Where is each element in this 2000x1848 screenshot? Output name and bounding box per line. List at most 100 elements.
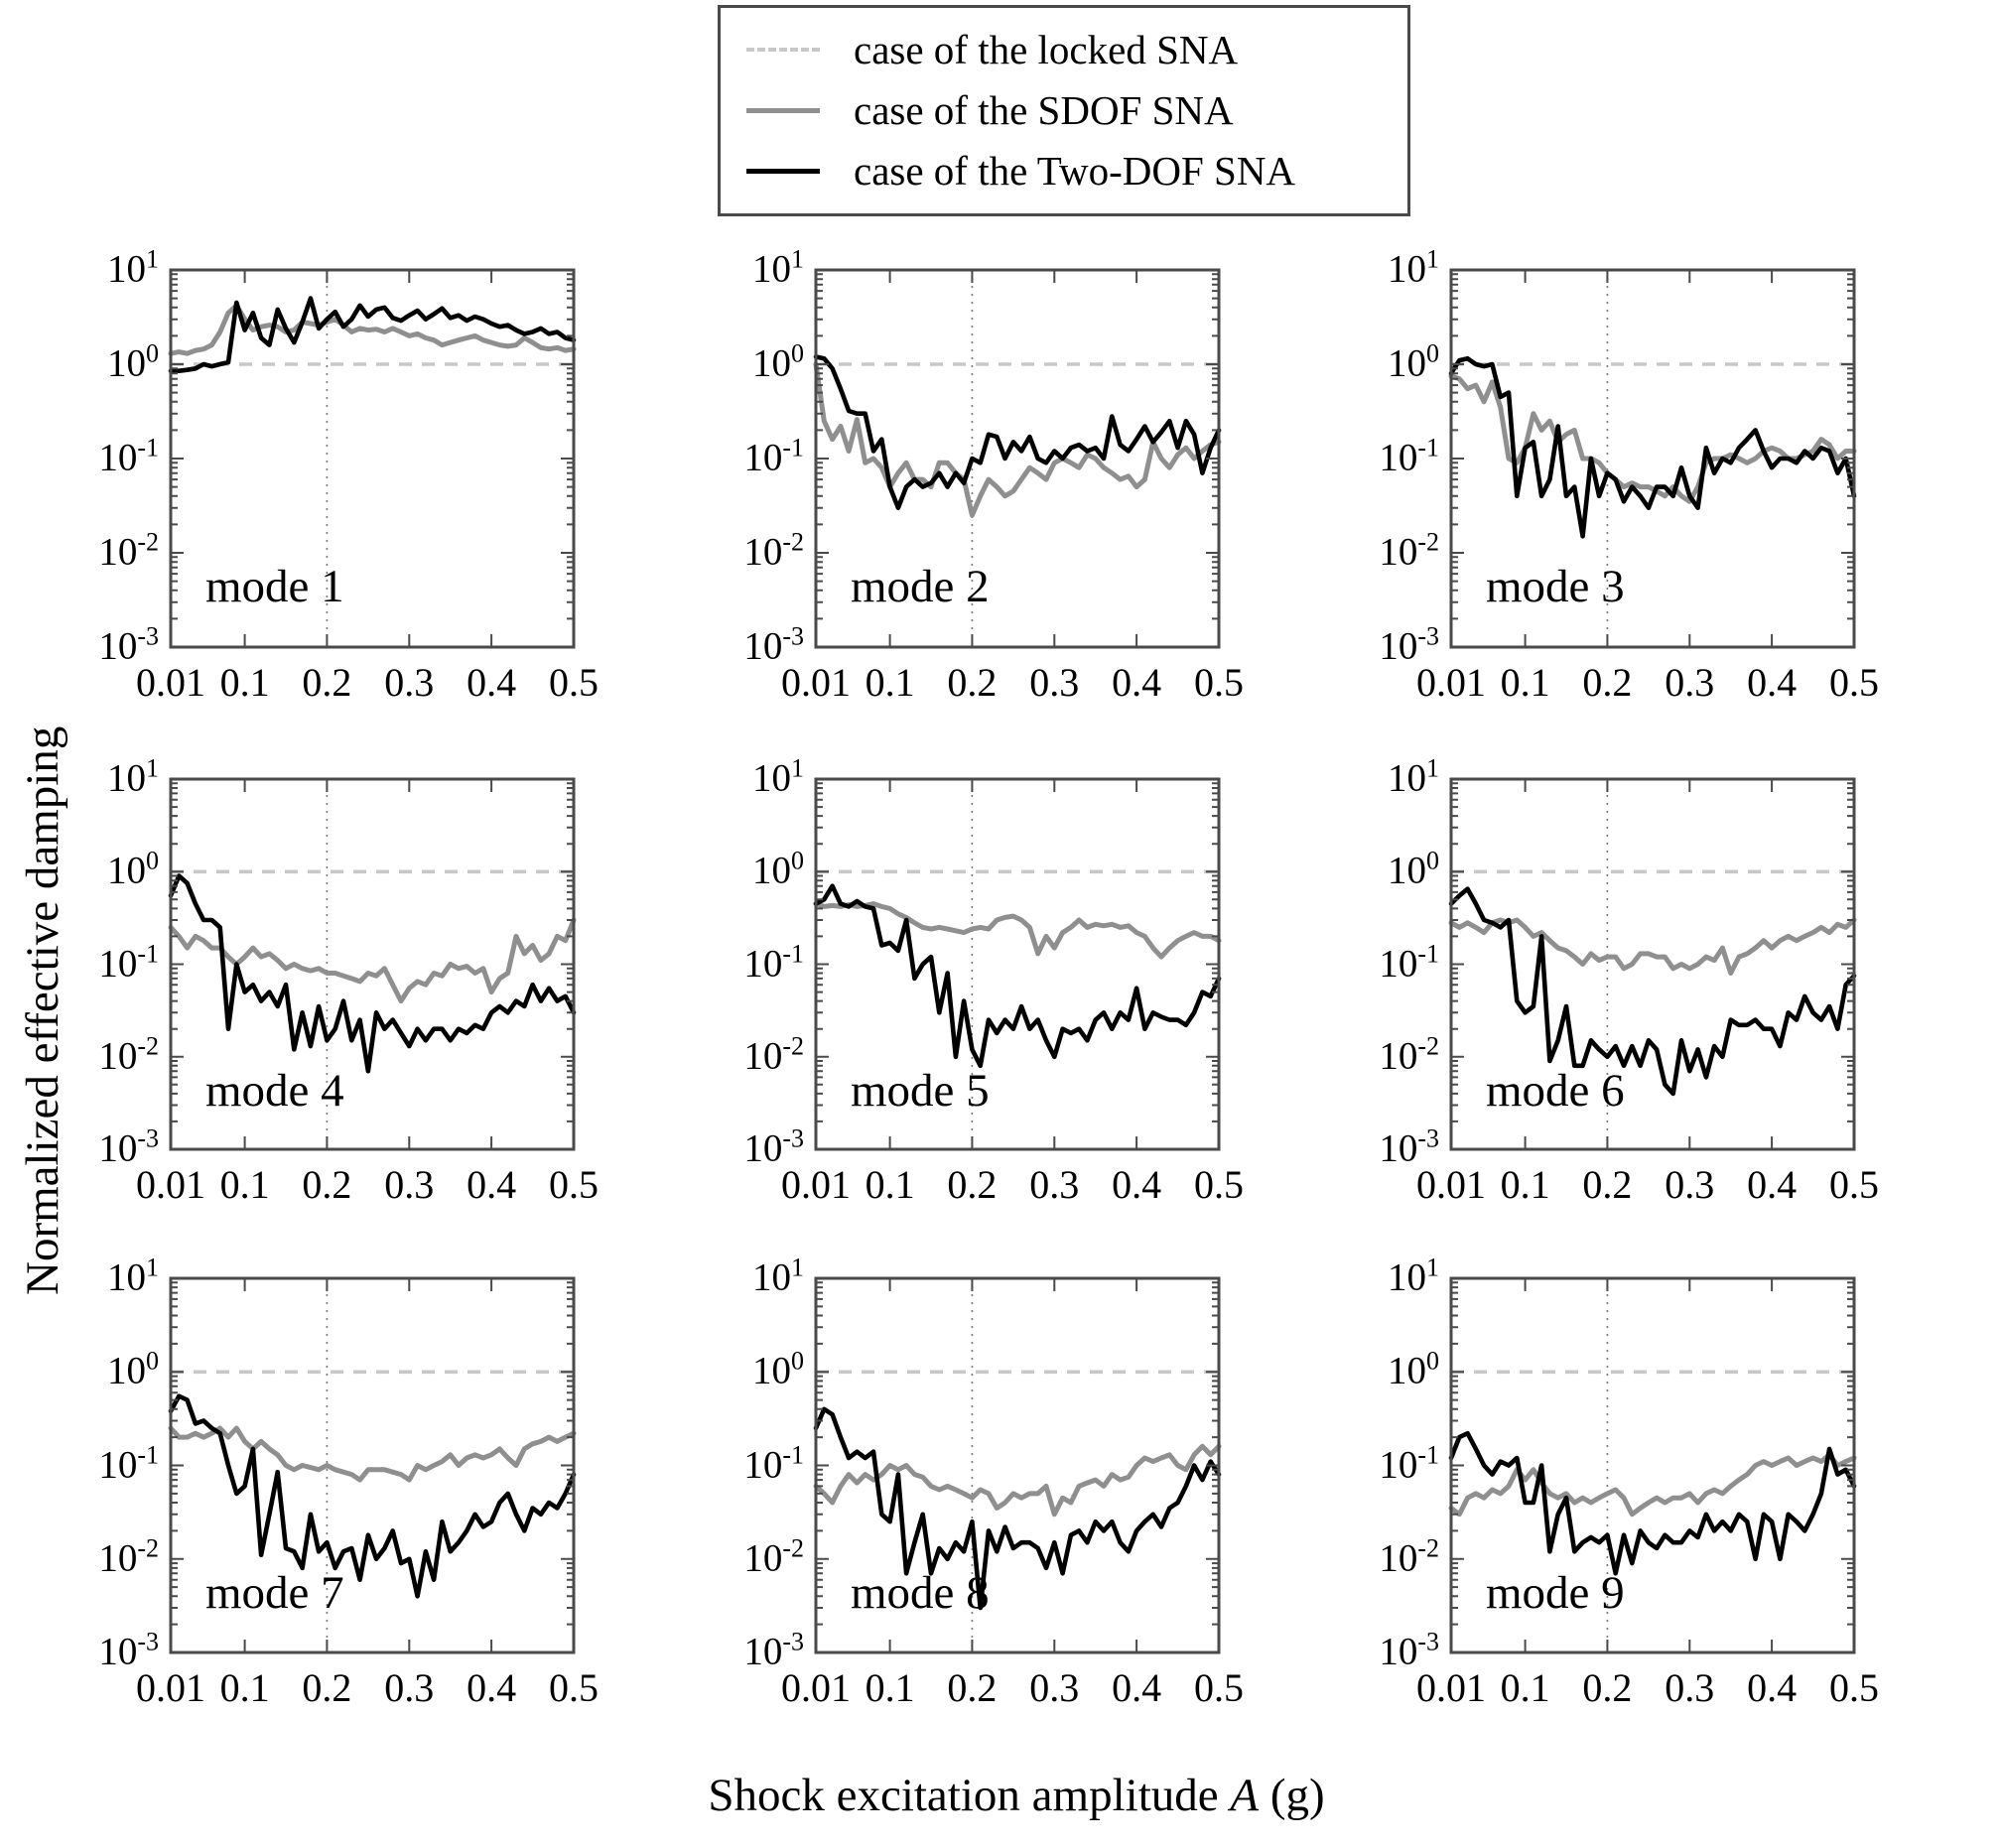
y-tick-label: 101 bbox=[1388, 753, 1439, 800]
twodof-sna-line bbox=[168, 873, 577, 1074]
sdof-sna-line bbox=[168, 1425, 577, 1483]
x-tick-label: 0.4 bbox=[467, 1665, 517, 1710]
y-tick-label: 10-3 bbox=[743, 1627, 804, 1673]
x-tick-label: 0.1 bbox=[865, 660, 915, 705]
y-tick-label: 10-3 bbox=[98, 1627, 159, 1673]
y-tick-label: 10-2 bbox=[1379, 1031, 1439, 1078]
x-tick-label: 0.01 bbox=[1416, 1162, 1486, 1207]
legend-label-locked: case of the locked SNA bbox=[854, 26, 1239, 72]
black-line-swatch-icon bbox=[746, 169, 820, 174]
plot-canvas bbox=[168, 777, 577, 1151]
x-tick-label: 0.1 bbox=[865, 1162, 915, 1207]
x-axis-title: Shock excitation amplitude A (g) bbox=[708, 1769, 1324, 1822]
y-tick-label: 10-3 bbox=[1379, 1123, 1439, 1170]
x-tick-label: 0.2 bbox=[947, 1665, 998, 1710]
plot-canvas bbox=[813, 1276, 1222, 1654]
x-tick-label: 0.1 bbox=[219, 660, 270, 705]
y-tick-label: 10-1 bbox=[743, 1440, 804, 1487]
legend-item-twodof: case of the Two-DOF SNA bbox=[746, 147, 1407, 194]
y-tick-label: 100 bbox=[107, 1346, 159, 1392]
y-tick-label: 10-2 bbox=[98, 1533, 159, 1580]
twodof-sna-line bbox=[1448, 1430, 1857, 1576]
x-tick-label: 0.5 bbox=[1829, 1665, 1879, 1710]
x-tick-label: 0.1 bbox=[219, 1162, 270, 1207]
x-tick-label: 0.01 bbox=[1416, 1665, 1486, 1710]
x-tick-label: 0.2 bbox=[947, 660, 998, 705]
mode-label: mode 4 bbox=[205, 1065, 344, 1117]
mode-label: mode 9 bbox=[1486, 1567, 1625, 1619]
mode-label: mode 1 bbox=[205, 561, 344, 612]
x-tick-label: 0.5 bbox=[549, 1162, 599, 1207]
legend-label-twodof: case of the Two-DOF SNA bbox=[854, 147, 1296, 194]
panel-mode-8: 101 100 10-1 10-2 10-3 0.01 0.1 0.2 0.3 0.4 0.5 mod… bbox=[743, 1254, 1244, 1707]
axes-frame bbox=[169, 1276, 576, 1654]
x-tick-label: 0.4 bbox=[1112, 660, 1162, 705]
x-axis-title-prefix: Shock excitation amplitude bbox=[708, 1770, 1231, 1821]
y-tick-label: 10-2 bbox=[743, 1533, 804, 1580]
y-tick-label: 101 bbox=[107, 244, 159, 291]
y-tick-label: 101 bbox=[1388, 244, 1439, 291]
x-tick-label: 0.3 bbox=[384, 1665, 435, 1710]
legend-label-sdof: case of the SDOF SNA bbox=[854, 86, 1234, 133]
panel-mode-2: 101 100 10-1 10-2 10-3 0.01 0.1 0.2 0.3 0.4 0.5 mod… bbox=[743, 246, 1244, 702]
x-tick-label: 0.5 bbox=[1194, 1665, 1244, 1710]
gray-line-swatch-icon bbox=[746, 107, 820, 113]
axes-frame bbox=[814, 1276, 1221, 1654]
x-tick-label: 0.5 bbox=[1194, 660, 1244, 705]
y-tick-label: 10-2 bbox=[1379, 527, 1439, 574]
plot-canvas bbox=[1448, 777, 1857, 1151]
x-tick-label: 0.01 bbox=[1416, 660, 1486, 705]
twodof-sna-line bbox=[168, 1393, 577, 1599]
y-tick-label: 100 bbox=[752, 338, 804, 385]
x-tick-label: 0.3 bbox=[1665, 1665, 1715, 1710]
y-tick-label: 10-3 bbox=[743, 1123, 804, 1170]
x-tick-label: 0.4 bbox=[1747, 660, 1798, 705]
y-tick-label: 10-1 bbox=[1379, 939, 1439, 986]
plot-canvas bbox=[1448, 1276, 1857, 1654]
axes-frame bbox=[814, 777, 1221, 1151]
x-tick-label: 0.1 bbox=[1500, 1162, 1550, 1207]
y-tick-label: 10-1 bbox=[98, 939, 159, 986]
axes-frame bbox=[1449, 268, 1856, 649]
x-axis-title-variable: A bbox=[1230, 1770, 1260, 1821]
dashed-line-swatch-icon bbox=[746, 48, 820, 53]
mode-label: mode 8 bbox=[851, 1567, 990, 1619]
x-tick-label: 0.3 bbox=[1029, 660, 1080, 705]
x-tick-label: 0.3 bbox=[1029, 1665, 1080, 1710]
x-tick-label: 0.5 bbox=[1829, 1162, 1879, 1207]
x-tick-label: 0.4 bbox=[467, 1162, 517, 1207]
y-tick-label: 101 bbox=[752, 753, 804, 800]
y-tick-label: 101 bbox=[107, 1253, 159, 1299]
x-tick-label: 0.3 bbox=[1665, 1162, 1715, 1207]
y-tick-label: 10-2 bbox=[743, 527, 804, 574]
y-tick-label: 100 bbox=[107, 846, 159, 892]
twodof-sna-line bbox=[1448, 886, 1857, 1097]
twodof-sna-line bbox=[168, 296, 577, 373]
x-tick-label: 0.1 bbox=[219, 1665, 270, 1710]
twodof-sna-line bbox=[813, 1406, 1222, 1611]
x-tick-label: 0.5 bbox=[549, 660, 599, 705]
y-tick-label: 10-1 bbox=[1379, 433, 1439, 479]
mode-label: mode 7 bbox=[205, 1567, 344, 1619]
panel-mode-7: 101 100 10-1 10-2 10-3 0.01 0.1 0.2 0.3 0.4 0.5 mod… bbox=[98, 1254, 599, 1707]
plot-canvas bbox=[168, 268, 577, 649]
axes-frame bbox=[169, 268, 576, 649]
axes-frame bbox=[814, 268, 1221, 649]
panel-mode-3: 101 100 10-1 10-2 10-3 0.01 0.1 0.2 0.3 0.4 0.5 mod… bbox=[1379, 246, 1879, 702]
x-tick-label: 0.4 bbox=[1112, 1665, 1162, 1710]
sdof-sna-line bbox=[1448, 917, 1857, 976]
plot-canvas bbox=[813, 268, 1222, 649]
x-tick-label: 0.2 bbox=[302, 660, 352, 705]
sdof-sna-line bbox=[813, 361, 1222, 518]
mode-label: mode 2 bbox=[851, 561, 990, 612]
plot-canvas bbox=[1448, 268, 1857, 649]
x-tick-label: 0.4 bbox=[1747, 1665, 1798, 1710]
mode-label: mode 3 bbox=[1486, 561, 1625, 612]
panel-mode-1: 101 100 10-1 10-2 10-3 0.01 0.1 0.2 0.3 0.4 0.5 mod… bbox=[98, 246, 599, 702]
x-tick-label: 0.3 bbox=[384, 1162, 435, 1207]
x-tick-label: 0.4 bbox=[1112, 1162, 1162, 1207]
x-tick-label: 0.1 bbox=[1500, 1665, 1550, 1710]
y-tick-label: 101 bbox=[752, 244, 804, 291]
x-tick-label: 0.3 bbox=[384, 660, 435, 705]
